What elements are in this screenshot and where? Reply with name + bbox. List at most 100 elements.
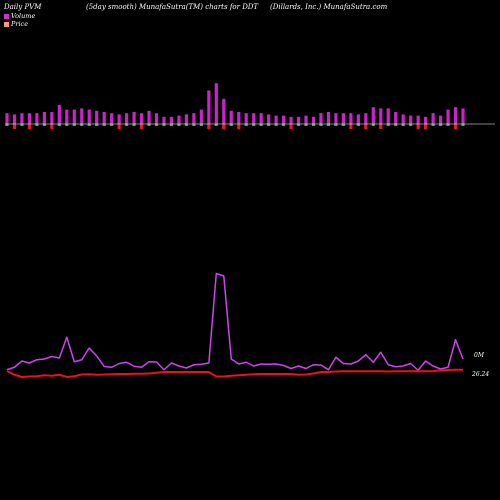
volume-bar	[214, 83, 218, 124]
volume-bar-direction	[304, 124, 308, 126]
volume-bar-direction	[274, 124, 278, 126]
volume-bar	[296, 116, 301, 124]
volume-bar-direction	[394, 124, 398, 126]
chart-header-left: Daily PVM	[4, 3, 42, 11]
legend-volume-swatch	[4, 13, 9, 19]
legend-volume-label: Volume	[11, 12, 36, 20]
volume-bar	[42, 112, 46, 124]
volume-bar	[222, 98, 226, 124]
volume-bar	[192, 113, 196, 124]
volume-bar	[289, 116, 293, 124]
volume-bar	[139, 113, 144, 124]
volume-bar-direction	[42, 124, 46, 126]
volume-bar-direction	[334, 124, 338, 126]
volume-bar-direction	[319, 124, 323, 126]
volume-bar-direction	[364, 124, 368, 129]
volume-bar-direction	[199, 124, 203, 126]
volume-bar-direction	[453, 124, 458, 129]
volume-bar-direction	[431, 124, 435, 126]
volume-bar-direction	[281, 124, 286, 126]
volume-bars	[5, 83, 465, 129]
volume-bar-direction	[438, 124, 443, 126]
volume-bar	[35, 113, 39, 124]
volume-bar-direction	[169, 124, 174, 126]
legend-volume: Volume	[4, 12, 35, 20]
volume-bar	[177, 115, 181, 124]
volume-bar-direction	[87, 124, 91, 126]
volume-bar	[379, 108, 383, 124]
volume-bar	[409, 115, 413, 124]
volume-bar	[326, 112, 331, 124]
volume-bar-direction	[162, 124, 166, 126]
volume-bar-direction	[184, 124, 189, 126]
volume-bar	[356, 114, 360, 124]
volume-bar-direction	[102, 124, 106, 126]
volume-bar-direction	[132, 124, 136, 126]
volume-bar	[244, 113, 248, 124]
volume-bar-direction	[50, 124, 54, 129]
volume-bar-direction	[259, 124, 263, 126]
line-series	[6, 272, 464, 378]
volume-bar-direction	[95, 124, 99, 126]
volume-bar	[125, 113, 129, 124]
volume-bar-direction	[5, 124, 9, 126]
volume-bar-direction	[207, 124, 211, 129]
volume-bar	[169, 116, 174, 124]
volume-bar	[424, 116, 428, 124]
volume-bar	[5, 113, 9, 124]
volume-bar-direction	[349, 124, 353, 129]
volume-bar-direction	[386, 124, 390, 126]
volume-bar-direction	[379, 124, 383, 129]
volume-bar	[304, 115, 308, 124]
volume-bar-direction	[35, 124, 39, 126]
volume-bar	[229, 110, 233, 124]
volume-bar-direction	[296, 124, 301, 126]
volume-bar-direction	[110, 124, 114, 126]
volume-bar-direction	[27, 124, 32, 129]
volume-bar	[446, 109, 450, 124]
volume-bar-direction	[326, 124, 331, 126]
volume-bar-direction	[237, 124, 241, 129]
volume-bar-direction	[244, 124, 248, 126]
volume-bar	[184, 114, 189, 124]
volume-bar	[416, 115, 420, 124]
volume-bar-direction	[72, 124, 76, 126]
volume-bar-direction	[139, 124, 144, 129]
volume-bar-direction	[289, 124, 293, 129]
volume-bar	[311, 116, 316, 124]
volume-bar-direction	[341, 124, 345, 126]
volume-bar-direction	[252, 124, 256, 126]
volume-bar	[72, 109, 76, 124]
volume-bar	[319, 113, 323, 124]
volume-bar	[80, 108, 84, 124]
volume-bar-direction	[80, 124, 84, 126]
volume-bar	[87, 109, 91, 124]
volume-bar	[50, 112, 54, 124]
price-line-label: 26.24	[471, 371, 489, 378]
volume-bar-direction	[222, 124, 226, 129]
volume-bar-direction	[65, 124, 69, 126]
volume-bar	[334, 113, 338, 124]
volume-bar	[102, 112, 106, 124]
volume-bar	[57, 104, 61, 124]
volume-bar	[65, 109, 69, 124]
volume-bar	[438, 115, 443, 124]
volume-bar-direction	[192, 124, 196, 126]
volume-bar	[20, 113, 24, 124]
volume-bar-direction	[371, 124, 375, 126]
volume-bar	[274, 115, 278, 124]
volume-bar	[252, 113, 256, 124]
volume-line-label: 0M	[474, 352, 485, 359]
volume-bar-direction	[12, 124, 17, 129]
volume-bar	[431, 113, 435, 124]
volume-bar	[349, 113, 353, 124]
volume-bar-direction	[147, 124, 151, 126]
volume-bar	[371, 107, 375, 124]
volume-bar	[364, 113, 368, 124]
volume-bar	[259, 113, 263, 124]
chart-header-title: (5day smooth) MunafaSutra(TM) charts for…	[86, 3, 259, 11]
volume-bar	[27, 113, 32, 124]
volume-bar	[394, 112, 398, 124]
volume-bar	[162, 116, 166, 124]
